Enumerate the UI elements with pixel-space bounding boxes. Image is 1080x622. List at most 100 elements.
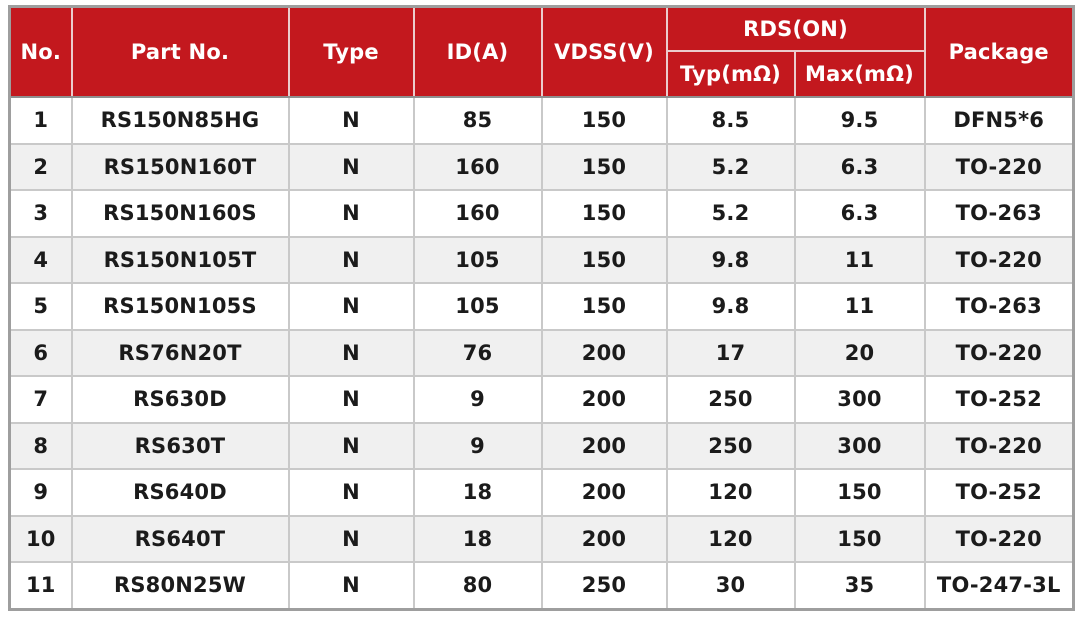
col-header-id-a: ID(A) [412, 5, 543, 98]
cell-part-no: RS150N85HG [70, 96, 290, 145]
table-row: 9 RS640D N 18 200 120 150 TO-252 [8, 468, 1075, 517]
cell-rds-typ: 9.8 [665, 282, 796, 331]
table-row: 2 RS150N160T N 160 150 5.2 6.3 TO-220 [8, 142, 1075, 191]
cell-vdss-v: 150 [540, 189, 668, 238]
cell-package: TO-220 [923, 142, 1075, 191]
cell-vdss-v: 150 [540, 142, 668, 191]
cell-package: DFN5*6 [923, 96, 1075, 145]
table-row: 5 RS150N105S N 105 150 9.8 11 TO-263 [8, 282, 1075, 331]
cell-vdss-v: 250 [540, 561, 668, 610]
cell-id-a: 18 [412, 468, 543, 517]
cell-package: TO-220 [923, 514, 1075, 563]
cell-id-a: 160 [412, 189, 543, 238]
cell-part-no: RS150N160T [70, 142, 290, 191]
cell-type: N [287, 142, 415, 191]
cell-rds-typ: 250 [665, 421, 796, 470]
cell-package: TO-263 [923, 189, 1075, 238]
cell-rds-typ: 120 [665, 514, 796, 563]
cell-package: TO-220 [923, 328, 1075, 377]
cell-no: 10 [8, 514, 73, 563]
cell-type: N [287, 235, 415, 284]
cell-part-no: RS150N105S [70, 282, 290, 331]
cell-vdss-v: 200 [540, 328, 668, 377]
cell-rds-typ: 5.2 [665, 189, 796, 238]
cell-rds-typ: 120 [665, 468, 796, 517]
cell-id-a: 9 [412, 421, 543, 470]
cell-type: N [287, 514, 415, 563]
cell-rds-typ: 30 [665, 561, 796, 610]
cell-no: 11 [8, 561, 73, 610]
cell-no: 6 [8, 328, 73, 377]
table-row: 8 RS630T N 9 200 250 300 TO-220 [8, 421, 1075, 470]
col-header-rds-on: RDS(ON) [665, 5, 926, 52]
cell-type: N [287, 375, 415, 424]
cell-no: 3 [8, 189, 73, 238]
cell-no: 9 [8, 468, 73, 517]
table-row: 7 RS630D N 9 200 250 300 TO-252 [8, 375, 1075, 424]
cell-type: N [287, 468, 415, 517]
table-body: 1 RS150N85HG N 85 150 8.5 9.5 DFN5*6 2 RS150N160T… [8, 96, 1075, 610]
cell-vdss-v: 150 [540, 96, 668, 145]
cell-part-no: RS76N20T [70, 328, 290, 377]
cell-no: 1 [8, 96, 73, 145]
cell-rds-max: 11 [793, 235, 926, 284]
header-row-sub: Typ(mΩ) Max(mΩ) [10, 50, 1074, 98]
cell-part-no: RS640D [70, 468, 290, 517]
col-header-package: Package [923, 5, 1075, 98]
col-header-no: No. [8, 5, 73, 98]
cell-rds-max: 11 [793, 282, 926, 331]
col-header-vdss-v: VDSS(V) [540, 5, 668, 98]
mosfet-spec-table: No. Part No. Type ID(A) VDSS(V) RDS(ON) … [8, 5, 1075, 611]
cell-package: TO-220 [923, 421, 1075, 470]
cell-type: N [287, 561, 415, 610]
cell-rds-max: 6.3 [793, 189, 926, 238]
cell-package: TO-220 [923, 235, 1075, 284]
table-row: 3 RS150N160S N 160 150 5.2 6.3 TO-263 [8, 189, 1075, 238]
table-row: 1 RS150N85HG N 85 150 8.5 9.5 DFN5*6 [8, 96, 1075, 145]
cell-rds-typ: 5.2 [665, 142, 796, 191]
cell-rds-typ: 8.5 [665, 96, 796, 145]
cell-part-no: RS640T [70, 514, 290, 563]
cell-vdss-v: 150 [540, 282, 668, 331]
cell-id-a: 85 [412, 96, 543, 145]
col-header-rds-typ: Typ(mΩ) [665, 50, 796, 98]
cell-id-a: 105 [412, 282, 543, 331]
cell-id-a: 9 [412, 375, 543, 424]
cell-part-no: RS630D [70, 375, 290, 424]
cell-part-no: RS150N160S [70, 189, 290, 238]
cell-vdss-v: 200 [540, 514, 668, 563]
cell-rds-typ: 17 [665, 328, 796, 377]
cell-type: N [287, 96, 415, 145]
cell-rds-max: 20 [793, 328, 926, 377]
cell-id-a: 105 [412, 235, 543, 284]
cell-id-a: 18 [412, 514, 543, 563]
cell-rds-max: 150 [793, 468, 926, 517]
cell-package: TO-247-3L [923, 561, 1075, 610]
cell-no: 2 [8, 142, 73, 191]
cell-id-a: 160 [412, 142, 543, 191]
table-row: 6 RS76N20T N 76 200 17 20 TO-220 [8, 328, 1075, 377]
cell-type: N [287, 189, 415, 238]
cell-rds-max: 300 [793, 421, 926, 470]
col-header-part-no: Part No. [70, 5, 290, 98]
cell-vdss-v: 200 [540, 375, 668, 424]
cell-rds-typ: 9.8 [665, 235, 796, 284]
col-header-type: Type [287, 5, 415, 98]
cell-type: N [287, 282, 415, 331]
cell-no: 7 [8, 375, 73, 424]
cell-part-no: RS150N105T [70, 235, 290, 284]
cell-rds-typ: 250 [665, 375, 796, 424]
cell-no: 5 [8, 282, 73, 331]
table-row: 11 RS80N25W N 80 250 30 35 TO-247-3L [8, 561, 1075, 610]
cell-vdss-v: 200 [540, 421, 668, 470]
cell-rds-max: 35 [793, 561, 926, 610]
cell-id-a: 80 [412, 561, 543, 610]
cell-rds-max: 150 [793, 514, 926, 563]
col-header-rds-max: Max(mΩ) [793, 50, 926, 98]
cell-package: TO-263 [923, 282, 1075, 331]
cell-vdss-v: 200 [540, 468, 668, 517]
cell-rds-max: 6.3 [793, 142, 926, 191]
cell-rds-max: 300 [793, 375, 926, 424]
table-row: 10 RS640T N 18 200 120 150 TO-220 [8, 514, 1075, 563]
